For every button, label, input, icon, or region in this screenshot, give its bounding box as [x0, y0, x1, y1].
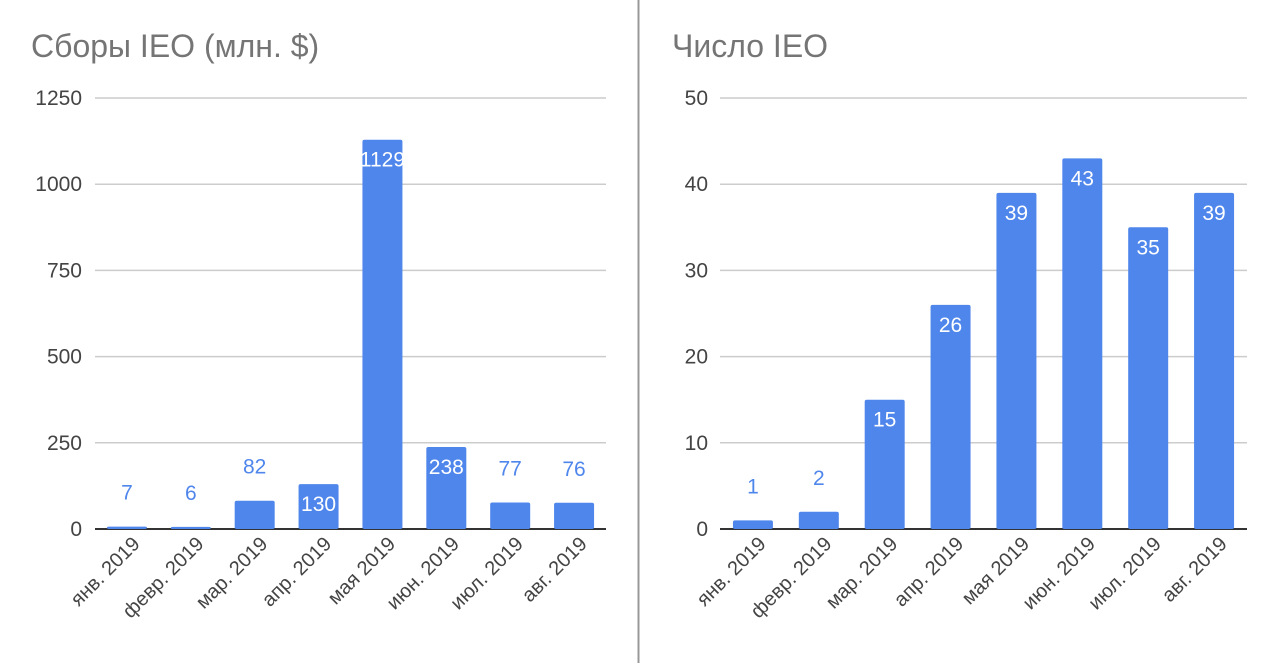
- y-tick-label: 40: [685, 173, 708, 196]
- bar: [426, 446, 467, 529]
- bar: [298, 484, 339, 529]
- x-category-label: июл. 2019: [1084, 533, 1165, 614]
- bar: [170, 526, 211, 529]
- chart-title: Сборы IEO (млн. $): [31, 28, 319, 64]
- y-tick-label: 30: [685, 259, 708, 282]
- bars: [106, 139, 595, 529]
- chart-title: Число IEO: [672, 28, 828, 64]
- data-label: 1: [747, 475, 759, 498]
- gridlines: [95, 97, 606, 530]
- x-category-label: апр. 2019: [258, 533, 336, 611]
- y-tick-label: 1250: [35, 87, 82, 110]
- bar: [490, 502, 531, 529]
- chart-ieo-count: Число IEO 0 10 20 30 40 50 1 2 15 26 39 43 35 39 янв…: [672, 28, 1247, 623]
- bar: [1128, 227, 1169, 530]
- x-category-label: авг. 2019: [1158, 533, 1232, 607]
- x-category-label: авг. 2019: [518, 533, 592, 607]
- bar: [798, 511, 839, 529]
- x-category-label: апр. 2019: [890, 533, 968, 611]
- data-label: 1129: [360, 149, 405, 172]
- data-label: 35: [1137, 236, 1160, 259]
- y-tick-label: 20: [685, 346, 708, 369]
- data-label: 26: [939, 314, 962, 337]
- x-category-label: мар. 2019: [822, 533, 902, 613]
- bar: [106, 526, 147, 529]
- data-label: 43: [1071, 167, 1094, 190]
- bar: [234, 500, 275, 529]
- data-label: 15: [873, 409, 896, 432]
- data-labels: 1 2 15 26 39 43 35 39: [747, 167, 1226, 498]
- y-tick-label: 50: [685, 87, 708, 110]
- data-label: 39: [1202, 202, 1225, 225]
- bar: [554, 502, 595, 529]
- data-label: 6: [185, 482, 197, 505]
- bar: [996, 192, 1037, 529]
- y-tick-label: 500: [47, 346, 82, 369]
- bar: [1062, 158, 1103, 529]
- data-label: 7: [121, 482, 133, 505]
- bar: [930, 304, 971, 529]
- data-label: 2: [813, 467, 825, 490]
- data-label: 77: [499, 457, 522, 480]
- bar: [362, 139, 403, 529]
- y-tick-label: 250: [47, 432, 82, 455]
- data-label: 82: [243, 456, 266, 479]
- data-label: 76: [562, 458, 585, 481]
- y-axis-ticks: 0 10 20 30 40 50: [685, 87, 708, 541]
- bar: [1194, 192, 1235, 529]
- data-label: 39: [1005, 202, 1028, 225]
- data-label: 238: [429, 456, 464, 479]
- y-tick-label: 10: [685, 432, 708, 455]
- y-tick-label: 1000: [35, 173, 82, 196]
- data-label: 130: [301, 493, 336, 516]
- bars: [732, 158, 1235, 530]
- y-tick-label: 750: [47, 259, 82, 282]
- y-tick-label: 0: [70, 518, 82, 541]
- y-axis-ticks: 0 250 500 750 1000 1250: [35, 87, 82, 541]
- bar: [864, 399, 905, 529]
- bar: [732, 520, 773, 529]
- y-tick-label: 0: [696, 518, 708, 541]
